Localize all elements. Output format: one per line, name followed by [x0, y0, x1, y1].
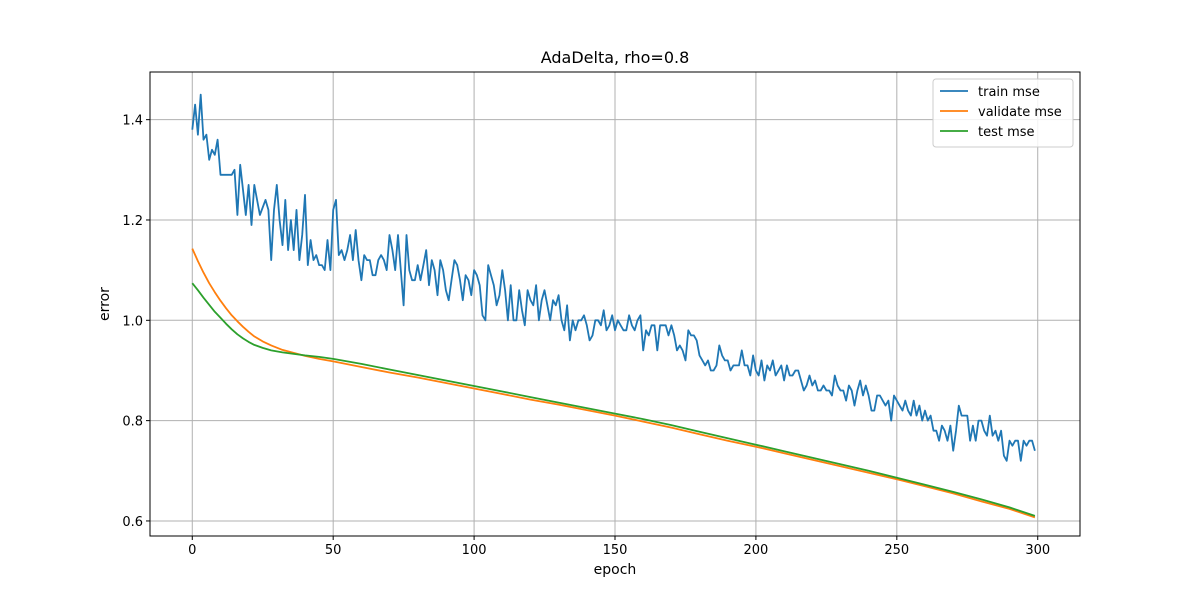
x-tick-label: 250 — [884, 543, 909, 558]
x-tick-label: 50 — [325, 543, 342, 558]
x-tick-label: 100 — [462, 543, 487, 558]
chart-title: AdaDelta, rho=0.8 — [541, 48, 690, 67]
series-group — [191, 93, 1036, 519]
legend-label: train mse — [978, 85, 1040, 100]
grid — [150, 72, 1080, 536]
x-axis-label: epoch — [594, 562, 637, 578]
validate-mse-line — [191, 248, 1036, 519]
legend-label: test mse — [978, 125, 1035, 140]
y-tick-label: 0.6 — [122, 515, 143, 530]
legend-box — [932, 78, 1074, 148]
train-mse-line — [191, 93, 1036, 462]
legend-label: validate mse — [978, 105, 1062, 120]
x-tick-label: 300 — [1025, 543, 1050, 558]
axis-ticks: 0 50 100 150 200 250 300 0.6 0.8 1.0 1.2 1.4 — [122, 114, 1050, 558]
test-mse-line — [191, 282, 1036, 517]
y-axis-label: error — [97, 287, 113, 321]
y-tick-label: 1.2 — [122, 214, 143, 229]
y-tick-label: 1.4 — [122, 114, 143, 129]
x-tick-label: 150 — [603, 543, 628, 558]
y-tick-label: 0.8 — [122, 415, 143, 430]
x-tick-label: 200 — [743, 543, 768, 558]
y-tick-label: 1.0 — [122, 314, 143, 329]
x-tick-label: 0 — [188, 543, 196, 558]
legend: train mse validate mse test mse — [932, 78, 1074, 148]
